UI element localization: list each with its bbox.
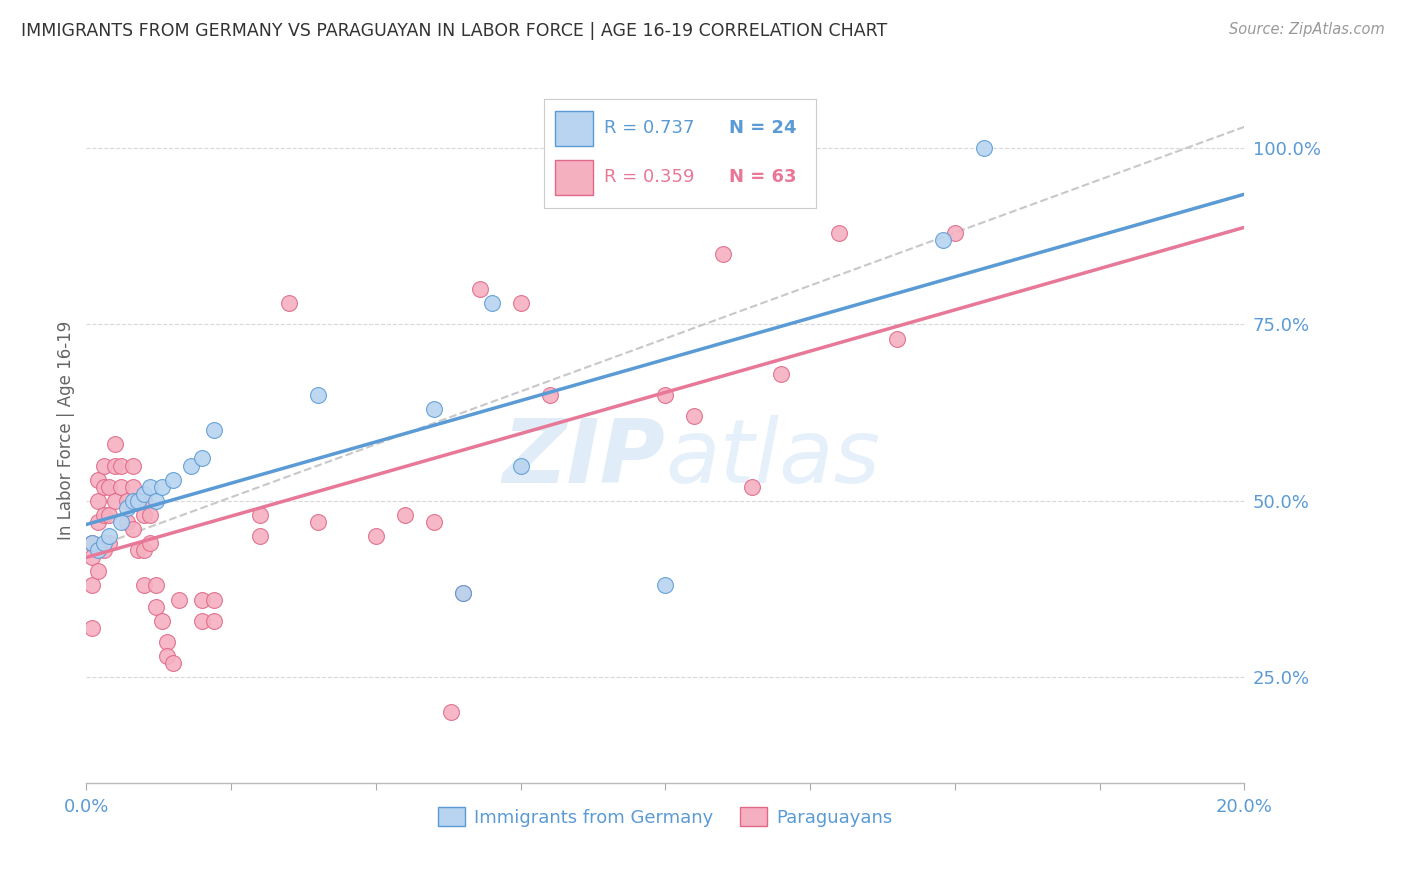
Point (683, 409, 706, 424)
Point (139, 508, 162, 522)
Point (249, 529, 271, 543)
Point (110, 515, 132, 529)
Point (509, 458, 531, 473)
Point (93, 458, 115, 473)
Point (98, 508, 121, 522)
Point (654, 388, 676, 402)
Point (364, 529, 387, 543)
Point (104, 437, 127, 451)
Point (422, 515, 444, 529)
Point (104, 458, 127, 473)
Point (202, 592, 225, 607)
Point (191, 592, 214, 607)
Point (150, 614, 173, 628)
Point (741, 480, 763, 494)
Point (127, 543, 149, 558)
Text: atlas: atlas (665, 416, 880, 501)
Point (145, 599, 167, 614)
Point (180, 458, 202, 473)
Point (451, 585, 474, 599)
Point (139, 536, 162, 550)
Point (167, 592, 190, 607)
Point (110, 480, 132, 494)
Point (538, 388, 561, 402)
Point (80, 536, 103, 550)
Point (104, 493, 127, 508)
Point (711, 247, 734, 261)
Point (394, 508, 416, 522)
Text: IMMIGRANTS FROM GERMANY VS PARAGUAYAN IN LABOR FORCE | AGE 16-19 CORRELATION CHA: IMMIGRANTS FROM GERMANY VS PARAGUAYAN IN… (21, 22, 887, 40)
Point (121, 522, 143, 536)
Text: Source: ZipAtlas.com: Source: ZipAtlas.com (1229, 22, 1385, 37)
Point (451, 585, 474, 599)
Point (134, 543, 156, 558)
Point (509, 296, 531, 310)
Point (134, 493, 156, 508)
Point (422, 402, 444, 417)
Point (932, 233, 955, 247)
Point (93, 543, 115, 558)
Point (98, 480, 121, 494)
Point (202, 614, 225, 628)
Point (828, 226, 851, 240)
Point (110, 458, 132, 473)
Point (145, 493, 167, 508)
Point (150, 480, 173, 494)
Point (202, 423, 225, 437)
Point (973, 141, 995, 155)
Point (87, 543, 110, 558)
Point (156, 635, 179, 649)
Point (98, 536, 121, 550)
Point (87, 473, 110, 487)
Point (249, 508, 271, 522)
Point (87, 565, 110, 579)
Point (80, 536, 103, 550)
Point (121, 458, 143, 473)
Point (440, 706, 463, 720)
Point (943, 226, 966, 240)
Point (80, 621, 103, 635)
Point (139, 480, 162, 494)
Point (191, 614, 214, 628)
Point (93, 536, 115, 550)
Point (115, 500, 138, 515)
Point (134, 508, 156, 522)
Point (93, 508, 115, 522)
Point (134, 487, 156, 501)
Point (770, 367, 793, 381)
Point (481, 296, 503, 310)
Point (278, 296, 301, 310)
Point (87, 493, 110, 508)
Point (80, 550, 103, 565)
Point (87, 515, 110, 529)
Point (121, 480, 143, 494)
Point (115, 515, 138, 529)
Legend: Immigrants from Germany, Paraguayans: Immigrants from Germany, Paraguayans (430, 800, 900, 834)
Point (162, 473, 184, 487)
Point (115, 493, 138, 508)
Point (162, 656, 184, 670)
Point (127, 493, 149, 508)
Point (145, 578, 167, 592)
Point (191, 451, 214, 466)
Text: ZIP: ZIP (502, 415, 665, 502)
Point (134, 578, 156, 592)
Point (886, 332, 908, 346)
Point (80, 578, 103, 592)
Point (121, 493, 143, 508)
Point (156, 648, 179, 663)
Point (468, 282, 491, 296)
Point (93, 480, 115, 494)
Point (307, 388, 329, 402)
Point (654, 578, 676, 592)
Y-axis label: In Labor Force | Age 16-19: In Labor Force | Age 16-19 (58, 320, 75, 540)
Point (307, 515, 329, 529)
Point (98, 529, 121, 543)
